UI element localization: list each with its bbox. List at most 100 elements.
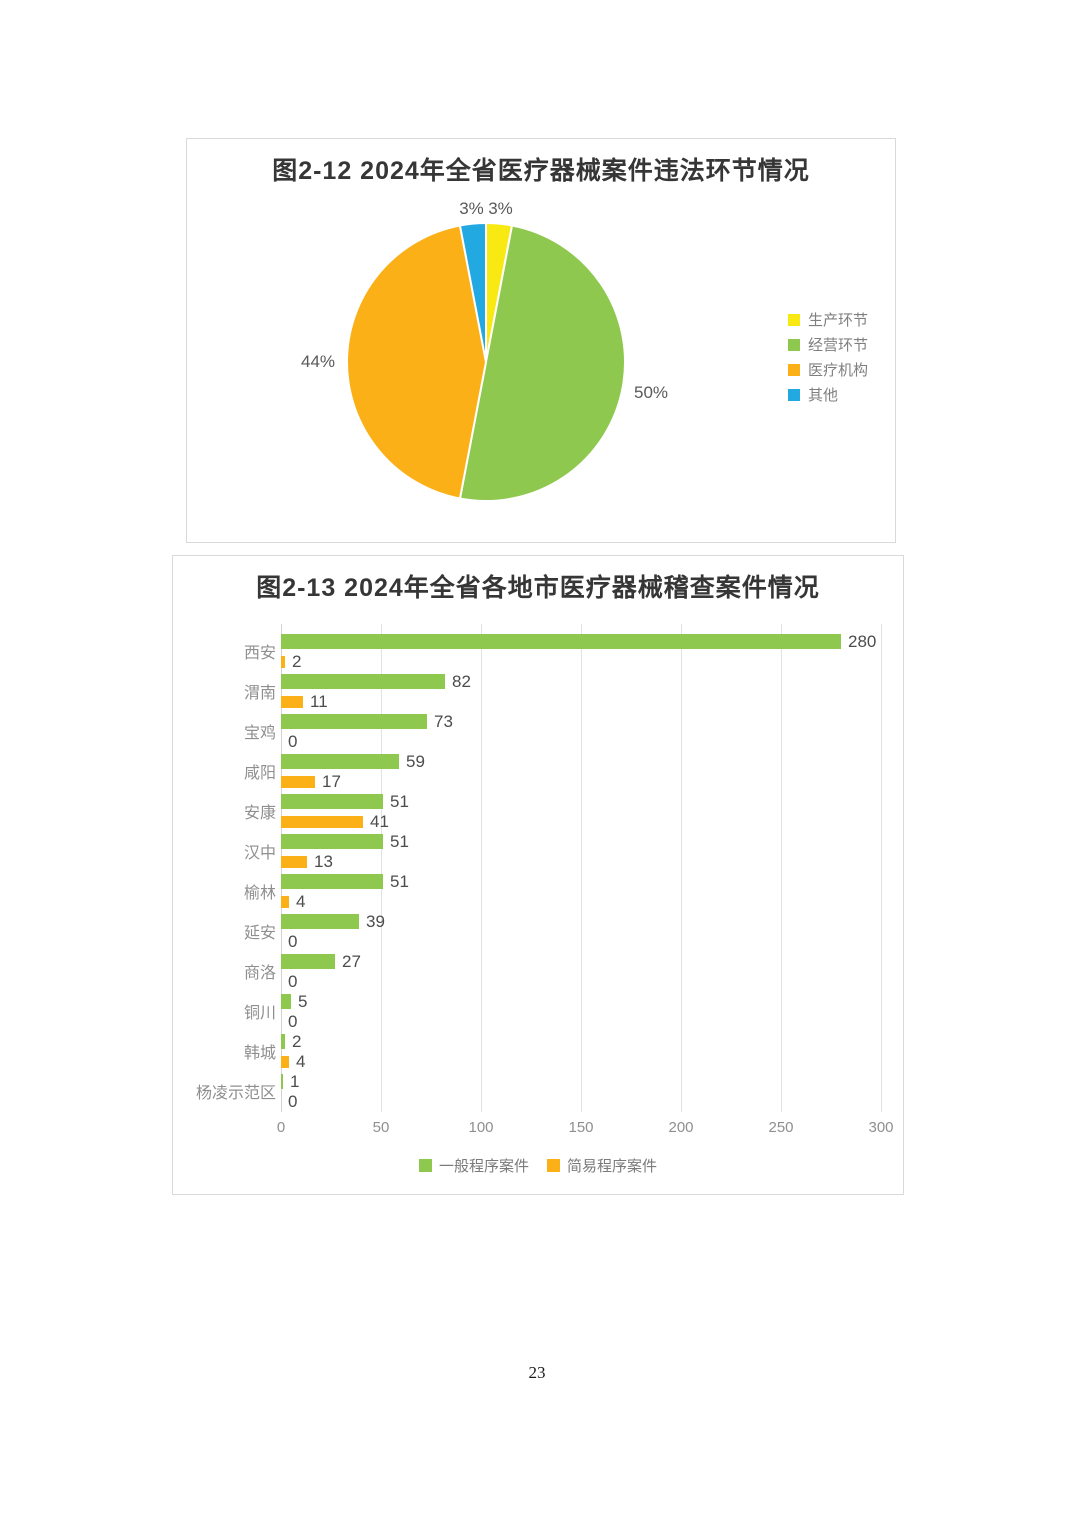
gridline [281, 624, 282, 1112]
bar-value-label: 4 [296, 891, 306, 911]
bar-line: 11 [281, 692, 882, 711]
legend-label: 医疗机构 [808, 362, 869, 379]
gridline [681, 624, 682, 1112]
bar-row: 51 4 [281, 871, 882, 911]
legend-label: 生产环节 [808, 312, 869, 329]
bar-segment [281, 895, 289, 908]
bar-segment [281, 855, 307, 868]
gridline [581, 624, 582, 1112]
bar-line: 2 [281, 652, 882, 671]
category-label: 宝鸡 [243, 725, 276, 742]
figure-bar-box: 图2-13 2024年全省各地市医疗器械稽查案件情况 280 2 82 11 73 0 59… [172, 555, 904, 1195]
bar-value-label: 51 [390, 831, 409, 851]
category-label: 渭南 [243, 685, 276, 702]
bar-value-label: 0 [288, 1091, 298, 1111]
bar-line: 4 [281, 892, 882, 911]
gridline [481, 624, 482, 1112]
pie-percentage-label: 44% [300, 352, 336, 371]
pie-slice [458, 224, 626, 502]
category-label: 铜川 [243, 1005, 276, 1022]
gridline [381, 624, 382, 1112]
pie-slice [345, 224, 487, 500]
bar-legend-item: 一般程序案件 [418, 1156, 529, 1175]
bar-value-label: 11 [310, 691, 328, 711]
bar-value-label: 280 [848, 631, 877, 651]
bar-segment [281, 1034, 285, 1049]
bar-legend-item: 简易程序案件 [547, 1156, 658, 1175]
category-label: 延安 [243, 925, 276, 942]
bar-value-label: 59 [406, 751, 425, 771]
legend-swatch [418, 1158, 432, 1172]
pie-percentage-label: 50% [634, 383, 669, 403]
pie-legend: 生产环节经营环节医疗机构其他 [788, 307, 868, 407]
bar-value-label: 13 [314, 851, 333, 871]
pie-chart-title: 图2-12 2024年全省医疗器械案件违法环节情况 [272, 157, 810, 185]
bar-line: 17 [281, 772, 882, 791]
bar-value-label: 51 [390, 871, 409, 891]
bar-segment [281, 914, 359, 929]
bar-row: 280 2 [281, 631, 882, 671]
bar-line: 51 [281, 871, 882, 892]
bar-segment [281, 994, 291, 1009]
bar-segment [281, 634, 841, 649]
bar-line: 0 [281, 1092, 882, 1111]
bar-value-label: 27 [342, 951, 361, 971]
bar-row: 59 17 [281, 751, 882, 791]
bar-line: 41 [281, 812, 882, 831]
legend-swatch [547, 1158, 560, 1172]
bar-value-label: 0 [288, 971, 298, 991]
bar-line: 73 [281, 711, 882, 732]
value-axis: 0 50 100 150 200 250 300 [277, 1119, 894, 1139]
bar-segment [281, 874, 383, 889]
bar-value-label: 41 [370, 811, 389, 831]
axis-tick-label: 150 [568, 1119, 594, 1136]
bar-value-label: 4 [296, 1051, 306, 1071]
bar-line: 51 [281, 791, 882, 812]
bar-segment [281, 695, 303, 708]
axis-tick-label: 200 [668, 1119, 694, 1136]
bar-value-label: 17 [322, 771, 341, 791]
bar-value-label: 0 [288, 931, 298, 951]
bar-row: 82 11 [281, 671, 882, 711]
bar-value-label: 39 [366, 911, 385, 931]
axis-tick-label: 100 [468, 1119, 494, 1136]
bar-line: 0 [281, 1012, 882, 1031]
bar-line: 27 [281, 951, 882, 972]
pie-legend-item: 经营环节 [788, 332, 868, 357]
bar-value-label: 0 [288, 1011, 298, 1031]
legend-swatch [788, 338, 800, 351]
legend-label: 经营环节 [808, 337, 869, 354]
bar-segment [281, 815, 363, 828]
bar-line: 39 [281, 911, 882, 932]
bar-value-label: 2 [292, 1031, 302, 1051]
category-label: 西安 [243, 645, 276, 662]
bar-chart-title: 图2-13 2024年全省各地市医疗器械稽查案件情况 [256, 574, 820, 602]
bar-row: 51 41 [281, 791, 882, 831]
bar-segment [281, 754, 399, 769]
axis-tick-label: 50 [372, 1119, 390, 1136]
bar-line: 5 [281, 991, 882, 1012]
page-number: 23 [528, 1363, 546, 1382]
bar-line: 0 [281, 932, 882, 951]
bar-line: 0 [281, 732, 882, 751]
bar-line: 59 [281, 751, 882, 772]
axis-tick-label: 250 [768, 1119, 794, 1136]
figure-pie-box: 图2-12 2024年全省医疗器械案件违法环节情况 3% 50% 44% 3% 生产环… [186, 138, 896, 543]
bar-line: 51 [281, 831, 882, 852]
bar-row: 51 13 [281, 831, 882, 871]
bar-line: 2 [281, 1031, 882, 1052]
bar-segment [281, 1055, 289, 1068]
bar-segment [281, 834, 383, 849]
bar-line: 13 [281, 852, 882, 871]
pie-legend-item: 生产环节 [788, 307, 868, 332]
bar-line: 0 [281, 972, 882, 991]
category-axis: 西安 渭南 宝鸡 咸阳 安康 汉中 榆林 延安 商洛 铜川 韩城 杨凌示范区 [176, 631, 276, 1111]
legend-label: 其他 [808, 387, 839, 404]
bar-segment [281, 1074, 283, 1089]
legend-label: 简易程序案件 [567, 1157, 658, 1175]
category-label: 榆林 [243, 885, 276, 902]
bar-segment [281, 674, 445, 689]
bar-value-label: 2 [292, 651, 302, 671]
